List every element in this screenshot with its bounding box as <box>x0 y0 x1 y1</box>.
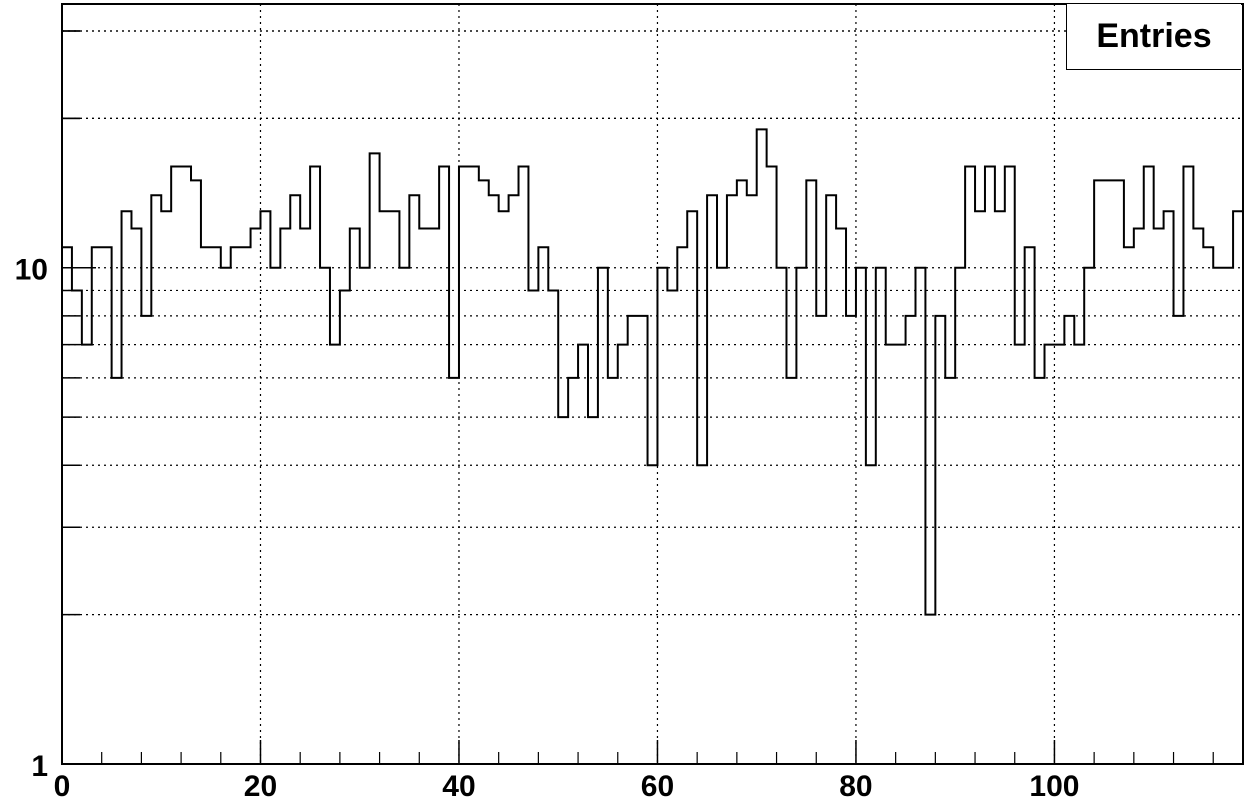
stats-label: Entries <box>1096 17 1212 55</box>
tick-labels: 0 20 40 60 80 100 1 10 <box>15 254 1080 799</box>
histogram-series <box>61 128 1243 764</box>
x-tick-label: 80 <box>839 770 872 799</box>
axis-ticks <box>61 30 1214 765</box>
x-tick-label: 20 <box>244 770 277 799</box>
x-tick-label: 40 <box>442 770 475 799</box>
y-tick-label: 1 <box>31 750 48 783</box>
y-tick-label: 10 <box>15 254 48 287</box>
x-tick-label: 60 <box>641 770 674 799</box>
grid-lines <box>62 4 1243 764</box>
stats-box: Entries <box>1066 4 1241 70</box>
x-tick-label: 0 <box>54 770 71 799</box>
histogram-bins <box>62 129 1243 614</box>
plot-frame <box>61 3 1244 765</box>
x-tick-label: 100 <box>1029 770 1079 799</box>
